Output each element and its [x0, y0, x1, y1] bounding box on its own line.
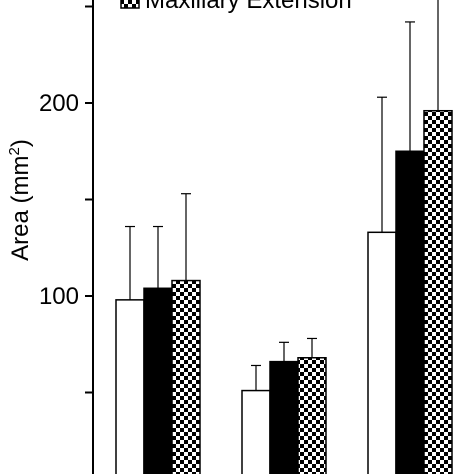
y-axis-label-close: ) — [7, 139, 34, 147]
y-tick-label-200: 200 — [39, 90, 79, 117]
bar-group3-series1 — [367, 231, 397, 474]
plot-area: 100 200 — [39, 0, 453, 474]
bar-group3-series2 — [395, 150, 425, 474]
bar-group1-series2 — [143, 287, 173, 474]
y-axis-label: Area (mm2) — [6, 139, 34, 261]
legend: Maxillary Extension — [120, 0, 352, 14]
y-tick-label-100: 100 — [39, 283, 79, 310]
bar-group3-series3 — [423, 109, 453, 474]
bar-group2-series2 — [269, 360, 299, 474]
bar-group2-series1 — [241, 389, 271, 474]
bar-group1-series1 — [115, 299, 145, 474]
legend-label: Maxillary Extension — [145, 0, 352, 14]
bar-group1-series3 — [171, 279, 201, 474]
y-axis-label-superscript: 2 — [6, 147, 23, 155]
bar-group2-series3 — [297, 357, 327, 474]
legend-swatch-checker — [120, 0, 140, 9]
